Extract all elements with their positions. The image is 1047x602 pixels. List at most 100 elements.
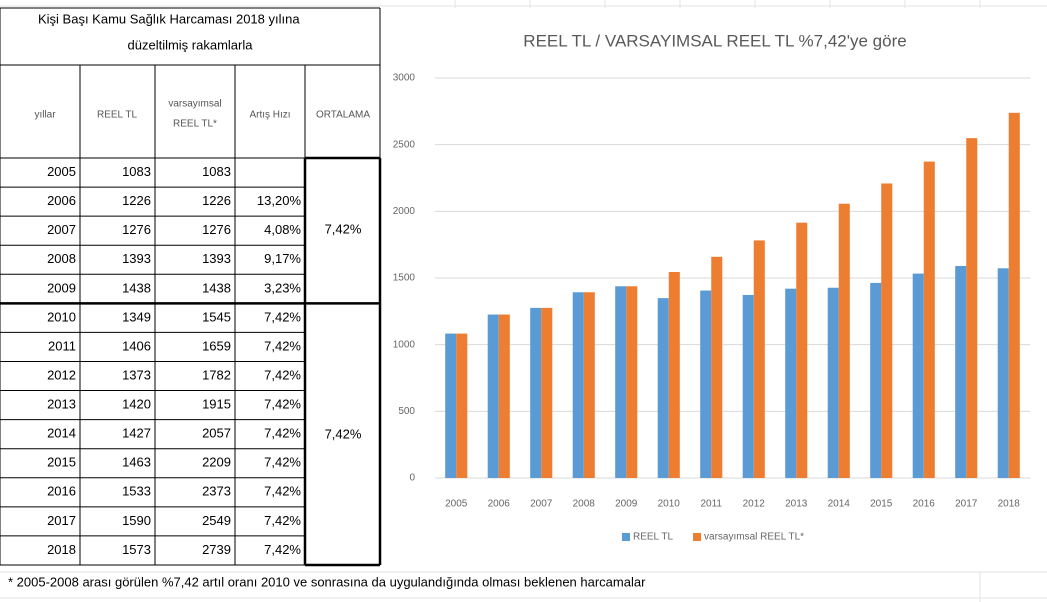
table-cell: 13,20% [257, 193, 302, 208]
table-cell: 2013 [47, 397, 76, 412]
y-tick-label: 500 [398, 406, 415, 417]
bar [955, 266, 967, 478]
table-cell: 7,42% [264, 542, 301, 557]
table-cell: 2209 [202, 455, 231, 470]
bar [530, 307, 542, 478]
y-tick-label: 2000 [393, 206, 416, 217]
table-cell: 2015 [47, 455, 76, 470]
table-cell: 7,42% [264, 367, 301, 382]
x-tick-label: 2017 [955, 499, 978, 510]
table-cell: 2014 [47, 426, 76, 441]
table-cell: 2373 [202, 484, 231, 499]
table-cell: 1659 [202, 338, 231, 353]
bar [572, 292, 584, 478]
table-cell: 7,42% [264, 484, 301, 499]
table-cell: 2008 [47, 251, 76, 266]
table-cell: 1349 [122, 309, 151, 324]
bar [626, 286, 638, 478]
bar [870, 282, 882, 478]
table-cell: 4,08% [264, 222, 301, 237]
bar [668, 272, 680, 478]
bar [700, 290, 712, 478]
table-cell: 2549 [202, 513, 231, 528]
header: ORTALAMA [316, 110, 370, 121]
table-cell: 1083 [202, 164, 231, 179]
legend-label: REEL TL [633, 532, 673, 543]
table-cell: 3,23% [264, 280, 301, 295]
header: Artış Hızı [249, 110, 290, 121]
bar [711, 256, 723, 478]
x-tick-label: 2011 [700, 499, 722, 510]
table-cell: 1533 [122, 484, 151, 499]
table-cell: 7,42% [264, 309, 301, 324]
y-tick-label: 2500 [393, 139, 416, 150]
y-tick-label: 0 [409, 473, 415, 484]
table-title: Kişi Başı Kamu Sağlık Harcaması 2018 yıl… [38, 11, 300, 26]
bar [487, 314, 499, 478]
bar [615, 286, 627, 478]
table-cell: 9,17% [264, 251, 301, 266]
table-cell: 2018 [47, 542, 76, 557]
table-cell: 2005 [47, 164, 76, 179]
table-cell: 2016 [47, 484, 76, 499]
legend-label: varsayımsal REEL TL* [704, 532, 804, 543]
bar [657, 298, 669, 478]
header: yıllar [34, 110, 56, 121]
bar [785, 288, 797, 478]
bar [881, 183, 893, 478]
table-cell: 1463 [122, 455, 151, 470]
x-tick-label: 2013 [785, 499, 808, 510]
table-cell: 2057 [202, 426, 231, 441]
bar [456, 333, 468, 478]
table-cell: 1438 [122, 280, 151, 295]
x-tick-label: 2008 [573, 499, 596, 510]
x-tick-label: 2018 [998, 499, 1021, 510]
bar [498, 314, 510, 478]
bar [1008, 112, 1020, 479]
table-cell: 2006 [47, 193, 76, 208]
table-cell: 1420 [122, 397, 151, 412]
bar [445, 333, 457, 478]
table-cell: 2739 [202, 542, 231, 557]
table-cell: 7,42% [264, 513, 301, 528]
table-cell: 2009 [47, 280, 76, 295]
legend-swatch [693, 533, 702, 541]
bar [838, 203, 850, 478]
table-cell: 1373 [122, 367, 151, 382]
x-tick-label: 2010 [658, 499, 681, 510]
bar [827, 287, 839, 478]
table-cell: 1226 [202, 193, 231, 208]
table-cell: 1438 [202, 280, 231, 295]
chart-title: REEL TL / VARSAYIMSAL REEL TL %7,42'ye g… [523, 31, 906, 50]
table-cell: 1083 [122, 164, 151, 179]
table-title: düzeltilmiş rakamlarla [128, 37, 254, 52]
table-cell: 2007 [47, 222, 76, 237]
x-tick-label: 2014 [828, 499, 851, 510]
table-cell: 1427 [122, 426, 151, 441]
table-cell: 7,42% [264, 397, 301, 412]
legend-swatch [622, 533, 630, 541]
table-cell: 1915 [202, 397, 231, 412]
x-tick-label: 2012 [743, 499, 766, 510]
x-tick-label: 2009 [615, 499, 638, 510]
table-cell: 1573 [122, 542, 151, 557]
x-tick-label: 2005 [445, 499, 468, 510]
table-cell: 1782 [202, 367, 231, 382]
table-cell: 2011 [48, 338, 76, 353]
table-cell: 1276 [122, 222, 151, 237]
footnote: * 2005-2008 arası görülen %7,42 artıl or… [8, 574, 646, 589]
table-cell: 7,42% [264, 426, 301, 441]
table-cell: 1545 [202, 309, 231, 324]
average: 7,42% [325, 426, 362, 441]
y-tick-label: 1500 [393, 273, 416, 284]
table-cell: 2017 [47, 513, 76, 528]
x-tick-label: 2015 [870, 499, 893, 510]
table-cell: 1393 [122, 251, 151, 266]
header: varsayımsal [168, 99, 221, 110]
table-cell: 2012 [47, 367, 76, 382]
table-cell: 7,42% [264, 455, 301, 470]
table-cell: 1226 [122, 193, 151, 208]
